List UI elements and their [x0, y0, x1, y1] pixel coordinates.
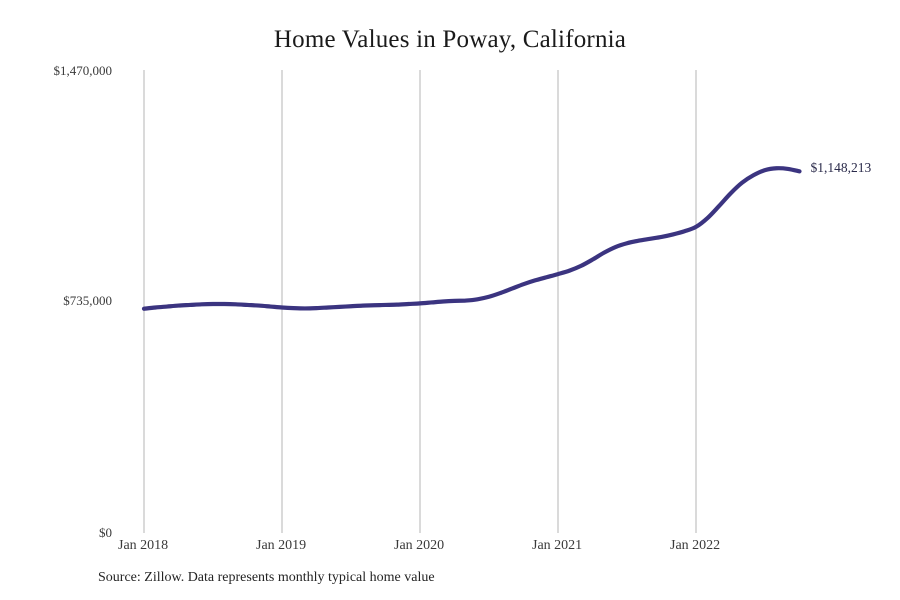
end-value-annotation: $1,148,213	[810, 160, 872, 176]
series-line-typical-home-value	[141, 166, 802, 311]
x-axis-tick-label-jan-2018: Jan 2018	[118, 538, 169, 553]
chart-title: Home Values in Poway, California	[273, 26, 627, 53]
x-axis-tick-label-jan-2021: Jan 2021	[532, 538, 583, 553]
source-note: Source: Zillow. Data represents monthly …	[98, 570, 435, 585]
x-axis-tick-label-jan-2022: Jan 2022	[670, 538, 721, 553]
x-axis-tick-label-jan-2019: Jan 2019	[256, 538, 307, 553]
y-axis-tick-label-top: $1,470,000	[53, 63, 113, 78]
x-axis-tick-label-jan-2020: Jan 2020	[394, 538, 445, 553]
y-axis-tick-label-mid: $735,000	[63, 293, 112, 308]
y-axis-tick-label-bottom: $0	[99, 525, 112, 540]
